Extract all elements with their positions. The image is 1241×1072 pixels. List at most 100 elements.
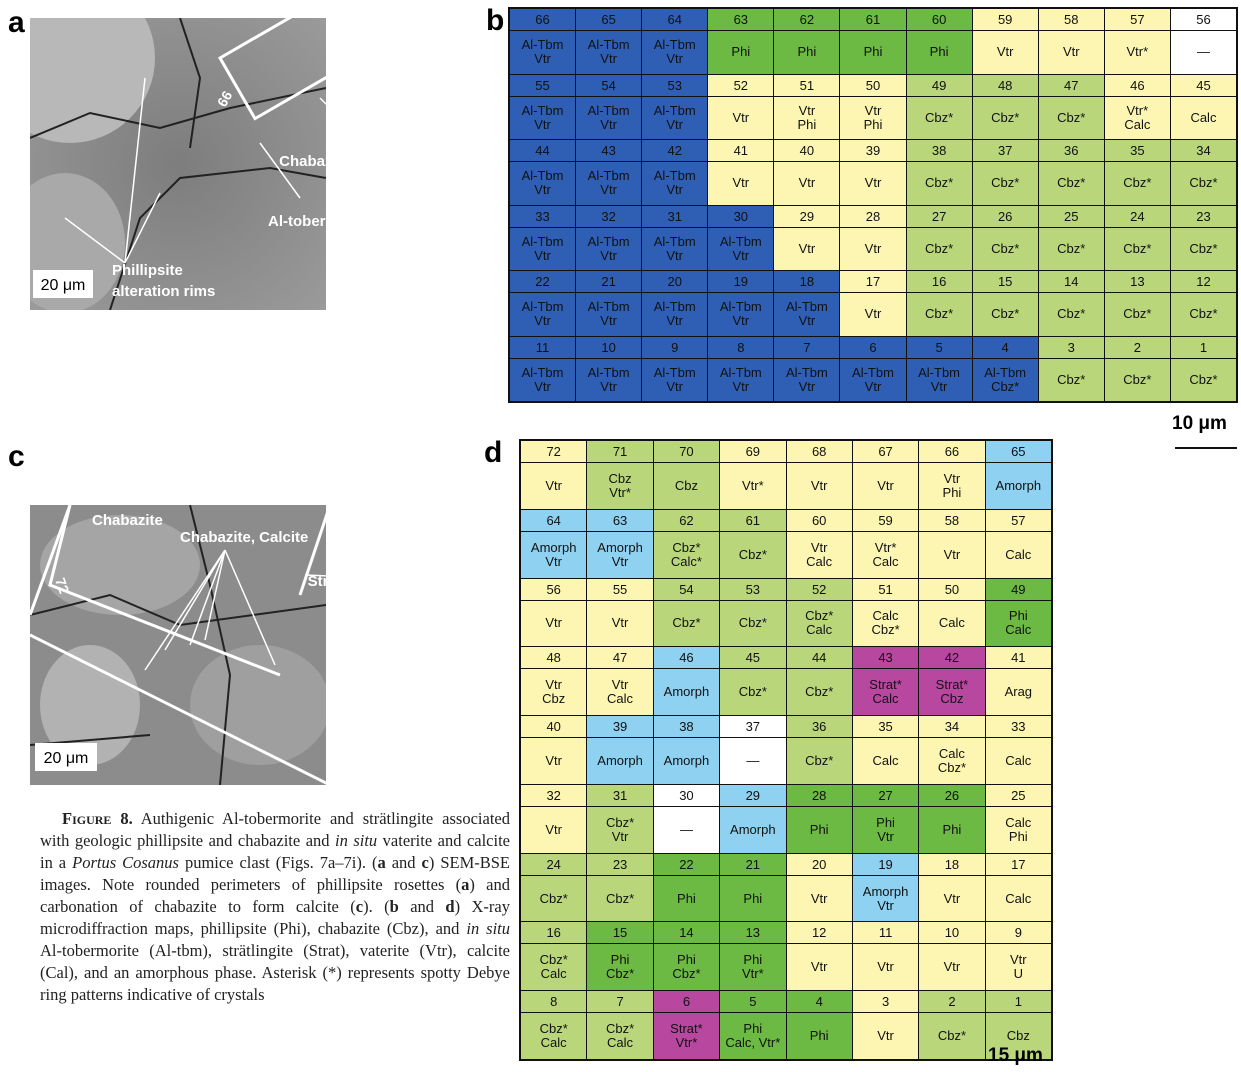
caption-text: in situ [335,831,378,850]
map-cell: 2 Cbz* [919,991,985,1059]
scale-label: 15 μm [988,1045,1043,1066]
cell-phase: Cbz* [991,240,1020,256]
cell-phase: Vtr Phi [942,470,962,500]
map-cell: 6 Strat* Vtr* [653,991,720,1059]
cell-number: 31 [587,785,653,807]
cell-phase: — [679,821,693,837]
cell-number: 1 [1170,337,1236,359]
cell-phase: Vtr [877,959,894,975]
map-cell: 22 Phi [653,853,720,922]
cell-phase: Vtr [996,44,1014,60]
cell-phase: Cbz* [991,109,1020,125]
cell-phase: Al-Tbm Vtr [521,233,564,263]
cell-number: 5 [720,991,786,1014]
cell-phase: Amorph [597,752,643,768]
cell-number: 67 [852,441,919,463]
map-cell: 1 Cbz [985,991,1051,1059]
cell-number: 49 [985,579,1051,601]
cell-number: 57 [985,510,1051,532]
map-cell: 37 — [720,716,786,784]
cell-number: 19 [708,271,774,293]
cell-number: 43 [852,647,919,670]
cell-phase: Arag [1004,684,1033,700]
map-cell: 3 Cbz* [1038,336,1104,401]
map-cell: 13 Phi Vtr* [720,922,786,991]
cell-phase: Vtr [810,477,828,493]
cell-number: 59 [852,510,919,532]
panel-label: a [8,6,25,39]
annotation: alteration rims [112,283,215,300]
cell-number: 59 [972,9,1038,31]
cell-number: 13 [720,922,786,945]
cell-number: 28 [786,785,852,807]
cell-phase: Vtr [732,175,750,191]
cell-number: 38 [653,716,720,739]
cell-number: 14 [653,922,720,945]
cell-phase: Cbz* Vtr [605,814,635,844]
cell-number: 40 [521,716,587,739]
map-cell: 44 Cbz* [786,647,852,716]
cell-number: 42 [919,647,985,670]
cell-phase: Vtr [545,821,562,837]
caption-text: in situ [466,919,510,938]
cell-phase: Cbz* [924,240,954,256]
caption-label: Figure 8. [62,809,133,828]
map-cell: 4 Phi [786,991,852,1059]
cell-phase: Cbz [674,477,698,493]
cell-phase: Al-Tbm Vtr [587,102,630,132]
cell-phase: Al-Tbm Vtr [521,168,564,198]
cell-phase: Calc [1005,546,1032,562]
caption-text: ) SEM-BSE images. Note rounded perimeter… [40,853,510,894]
cell-phase: Al-Tbm Vtr [785,299,828,329]
cell-phase: Cbz* [924,175,954,191]
cell-number: 47 [1038,75,1104,97]
cell-phase: Phi Cbz* [672,952,701,982]
cell-phase: Vtr [864,306,882,322]
cell-number: 52 [786,579,852,601]
map-cell: 61 Cbz* [720,509,786,578]
cell-phase: Cbz* [937,1028,967,1044]
cell-number: 4 [786,991,852,1014]
cell-number: 25 [985,785,1051,807]
cell-number: 60 [906,9,972,31]
map-cell: 39 Vtr [840,140,906,205]
cell-number: 10 [576,337,642,359]
map-cell: 19 Al-Tbm Vtr [708,271,774,336]
cell-phase: Al-Tbm Vtr [785,364,828,394]
cell-number: 32 [576,206,642,228]
cell-number: 58 [919,510,985,532]
map-cell: 26 Cbz* [972,205,1038,270]
map-cell: 59 Vtr [972,9,1038,74]
cell-number: 21 [576,271,642,293]
cell-number: 55 [510,75,576,97]
cell-phase: Amorph [995,477,1042,493]
cell-number: 56 [521,579,587,601]
cell-number: 34 [1170,140,1236,162]
cell-number: 48 [521,647,587,670]
cell-number: 37 [972,140,1038,162]
cell-number: 16 [521,922,587,945]
map-cell: 48 Cbz* [972,74,1038,139]
map-cell: 18 Al-Tbm Vtr [774,271,840,336]
cell-phase: Cbz* [1123,240,1152,256]
cell-number: 39 [840,140,906,162]
cell-phase: Phi [929,44,949,60]
cell-number: 46 [653,647,720,670]
caption: Figure 8. Authigenic Al-tobermorite and … [40,808,510,1006]
map-cell: 34 Calc Cbz* [919,716,985,784]
map-cell: 17 Calc [985,853,1051,922]
cell-phase: Calc [1005,890,1032,906]
map-cell: 61 Phi [840,9,906,74]
cell-number: 43 [576,140,642,162]
cell-phase: Phi [942,821,962,837]
map-cell: 25 Calc Phi [985,784,1051,853]
cell-phase: Vtr [943,959,961,975]
cell-phase: Vtr [810,890,828,906]
cell-phase: Vtr [545,752,562,768]
cell-phase: Al-Tbm Vtr [719,364,762,394]
cell-phase: Phi Vtr* [741,952,764,982]
caption-text: pumice clast (Figs. 7a–7i). ( [178,853,378,872]
cell-number: 8 [521,991,587,1014]
map-cell: 66 Al-Tbm Vtr [510,9,576,74]
cell-number: 11 [852,922,919,945]
